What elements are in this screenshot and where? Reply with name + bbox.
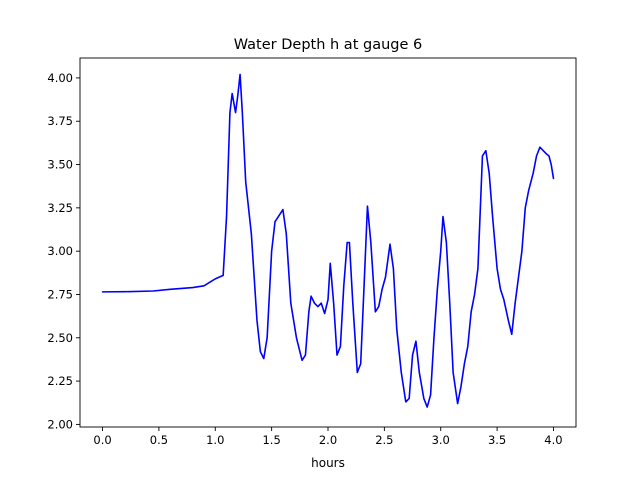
x-tick-label: 0.0 [93, 433, 111, 447]
x-tick-label: 2.5 [375, 433, 393, 447]
y-axis: 2.00 2.25 2.50 2.75 3.00 3.25 3.50 3.75 4.00 [47, 71, 80, 431]
y-tick-label: 3.25 [47, 201, 73, 215]
x-tick-label: 3.0 [432, 433, 450, 447]
x-tick-label: 0.5 [150, 433, 168, 447]
x-tick-label: 3.5 [488, 433, 506, 447]
x-axis-label: hours [311, 456, 345, 470]
y-tick-label: 3.00 [47, 244, 73, 258]
x-tick-label: 1.5 [262, 433, 280, 447]
y-tick-label: 4.00 [47, 71, 73, 85]
x-axis: 0.0 0.5 1.0 1.5 2.0 2.5 3.0 3.5 4.0 [93, 427, 563, 447]
series-line-0 [101, 73, 555, 408]
x-tick-label: 4.0 [544, 433, 562, 447]
y-tick-label: 3.75 [47, 114, 73, 128]
chart-title: Water Depth h at gauge 6 [234, 37, 422, 53]
y-tick-label: 3.50 [47, 158, 73, 172]
x-tick-label: 2.0 [319, 433, 337, 447]
x-tick-label: 1.0 [206, 433, 224, 447]
y-tick-label: 2.50 [47, 331, 73, 345]
y-tick-label: 2.00 [47, 417, 73, 431]
y-tick-label: 2.25 [47, 374, 73, 388]
y-tick-label: 2.75 [47, 287, 73, 301]
